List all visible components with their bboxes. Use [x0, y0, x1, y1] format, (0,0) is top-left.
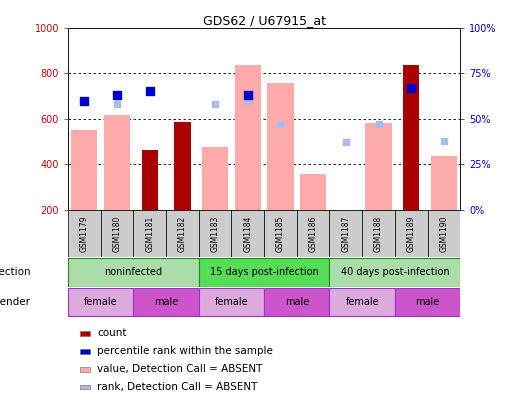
Text: value, Detection Call = ABSENT: value, Detection Call = ABSENT: [97, 364, 263, 374]
Point: [145, 88, 154, 95]
Bar: [68, 258, 199, 287]
Point: [113, 101, 121, 107]
Bar: [329, 258, 460, 287]
Point: [374, 121, 383, 128]
Point: [244, 92, 252, 98]
Text: GSM1181: GSM1181: [145, 215, 154, 252]
Text: GSM1180: GSM1180: [112, 215, 121, 252]
Text: male: male: [154, 297, 178, 307]
Bar: [142, 150, 158, 210]
Point: [80, 97, 88, 104]
Bar: [305, 210, 321, 253]
Bar: [166, 210, 199, 257]
Bar: [100, 210, 133, 257]
Text: percentile rank within the sample: percentile rank within the sample: [97, 346, 274, 356]
Bar: [366, 123, 392, 210]
Bar: [199, 287, 264, 316]
Point: [211, 101, 219, 107]
Bar: [300, 174, 326, 210]
Title: GDS62 / U67915_at: GDS62 / U67915_at: [202, 13, 326, 27]
Bar: [395, 210, 428, 257]
Text: infection: infection: [0, 267, 31, 277]
Bar: [297, 210, 329, 257]
Text: GSM1186: GSM1186: [309, 215, 317, 252]
Text: gender: gender: [0, 297, 31, 307]
Point: [113, 92, 121, 98]
Bar: [68, 287, 133, 316]
Text: 15 days post-infection: 15 days post-infection: [210, 267, 319, 277]
Text: female: female: [214, 297, 248, 307]
Bar: [431, 156, 457, 210]
Bar: [264, 210, 297, 257]
Text: GSM1190: GSM1190: [439, 215, 448, 252]
Bar: [174, 122, 190, 210]
Text: GSM1184: GSM1184: [243, 215, 252, 252]
Point: [80, 97, 88, 104]
Bar: [76, 210, 93, 249]
Text: GSM1189: GSM1189: [407, 215, 416, 252]
Point: [407, 85, 415, 91]
Bar: [428, 210, 460, 257]
Bar: [329, 210, 362, 257]
Bar: [79, 385, 89, 389]
Text: GSM1182: GSM1182: [178, 215, 187, 252]
Bar: [79, 331, 89, 336]
Bar: [133, 287, 199, 316]
Bar: [133, 210, 166, 257]
Text: male: male: [285, 297, 309, 307]
Bar: [199, 258, 329, 287]
Text: female: female: [84, 297, 118, 307]
Point: [244, 97, 252, 104]
Bar: [403, 65, 419, 210]
Bar: [235, 65, 261, 210]
Text: GSM1185: GSM1185: [276, 215, 285, 252]
Text: GSM1179: GSM1179: [80, 215, 89, 252]
Bar: [272, 210, 289, 249]
Text: noninfected: noninfected: [104, 267, 163, 277]
Text: 40 days post-infection: 40 days post-infection: [340, 267, 449, 277]
Bar: [104, 115, 130, 210]
Bar: [329, 287, 395, 316]
Bar: [395, 287, 460, 316]
Bar: [231, 210, 264, 257]
Bar: [436, 210, 452, 249]
Text: GSM1183: GSM1183: [211, 215, 220, 252]
Text: male: male: [415, 297, 440, 307]
Bar: [79, 349, 89, 354]
Point: [342, 139, 350, 146]
Bar: [264, 287, 329, 316]
Text: GSM1188: GSM1188: [374, 215, 383, 252]
Point: [440, 137, 448, 144]
Point: [276, 121, 285, 128]
Bar: [370, 210, 386, 248]
Bar: [240, 210, 256, 248]
Bar: [71, 130, 97, 210]
Bar: [199, 210, 231, 257]
Bar: [68, 210, 100, 257]
Text: GSM1187: GSM1187: [342, 215, 350, 252]
Bar: [338, 210, 354, 250]
Bar: [362, 210, 395, 257]
Bar: [109, 210, 125, 245]
Text: count: count: [97, 328, 127, 338]
Bar: [207, 210, 223, 250]
Bar: [79, 367, 89, 371]
Bar: [202, 147, 228, 210]
Bar: [267, 83, 293, 210]
Text: female: female: [345, 297, 379, 307]
Text: rank, Detection Call = ABSENT: rank, Detection Call = ABSENT: [97, 382, 258, 392]
